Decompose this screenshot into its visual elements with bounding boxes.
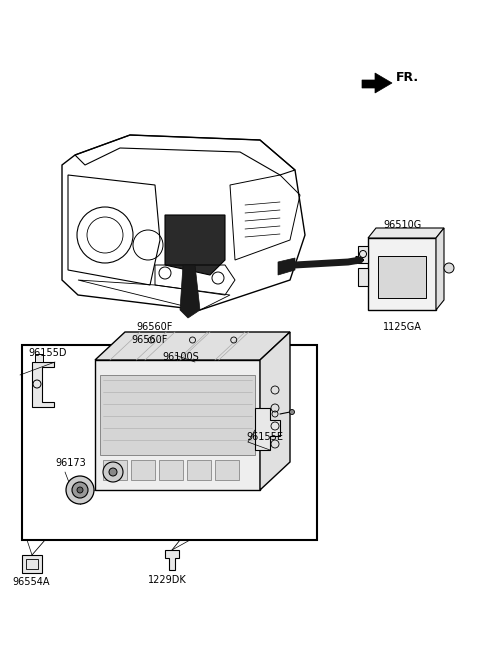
Bar (95, 360, 260, 490)
Bar (35, 354, 43, 362)
Circle shape (109, 468, 117, 476)
Bar (131, 460, 155, 480)
Polygon shape (32, 362, 54, 407)
Bar (187, 460, 211, 480)
Bar (215, 460, 239, 480)
Text: 96100S: 96100S (162, 352, 199, 362)
Bar (22, 345, 317, 540)
Text: 96173: 96173 (55, 458, 86, 468)
Polygon shape (260, 332, 290, 490)
Text: 96560F: 96560F (137, 322, 173, 332)
Bar (159, 460, 183, 480)
Bar (103, 460, 127, 480)
Text: 96554A: 96554A (12, 577, 49, 587)
Bar (100, 375, 255, 455)
Polygon shape (358, 246, 368, 263)
Circle shape (77, 487, 83, 493)
Text: 96155D: 96155D (28, 348, 67, 358)
Text: 1125GA: 1125GA (383, 322, 421, 332)
Polygon shape (165, 550, 179, 570)
Bar (26, 559, 38, 569)
Bar (378, 256, 426, 298)
Polygon shape (362, 73, 392, 93)
Circle shape (72, 482, 88, 498)
Circle shape (289, 409, 295, 415)
Text: 96510G: 96510G (383, 220, 421, 230)
Text: 96155E: 96155E (246, 432, 283, 442)
Polygon shape (95, 332, 290, 360)
Bar (22, 555, 42, 573)
Bar (368, 238, 436, 310)
Polygon shape (368, 228, 444, 238)
Polygon shape (358, 268, 368, 286)
Polygon shape (180, 265, 200, 318)
Polygon shape (278, 258, 295, 275)
Text: 1229DK: 1229DK (148, 575, 187, 585)
Circle shape (66, 476, 94, 504)
Circle shape (103, 462, 123, 482)
Polygon shape (255, 408, 280, 450)
Text: FR.: FR. (396, 71, 419, 84)
Polygon shape (165, 215, 225, 275)
Text: 96560F: 96560F (132, 335, 168, 345)
Circle shape (444, 263, 454, 273)
Polygon shape (436, 228, 444, 310)
